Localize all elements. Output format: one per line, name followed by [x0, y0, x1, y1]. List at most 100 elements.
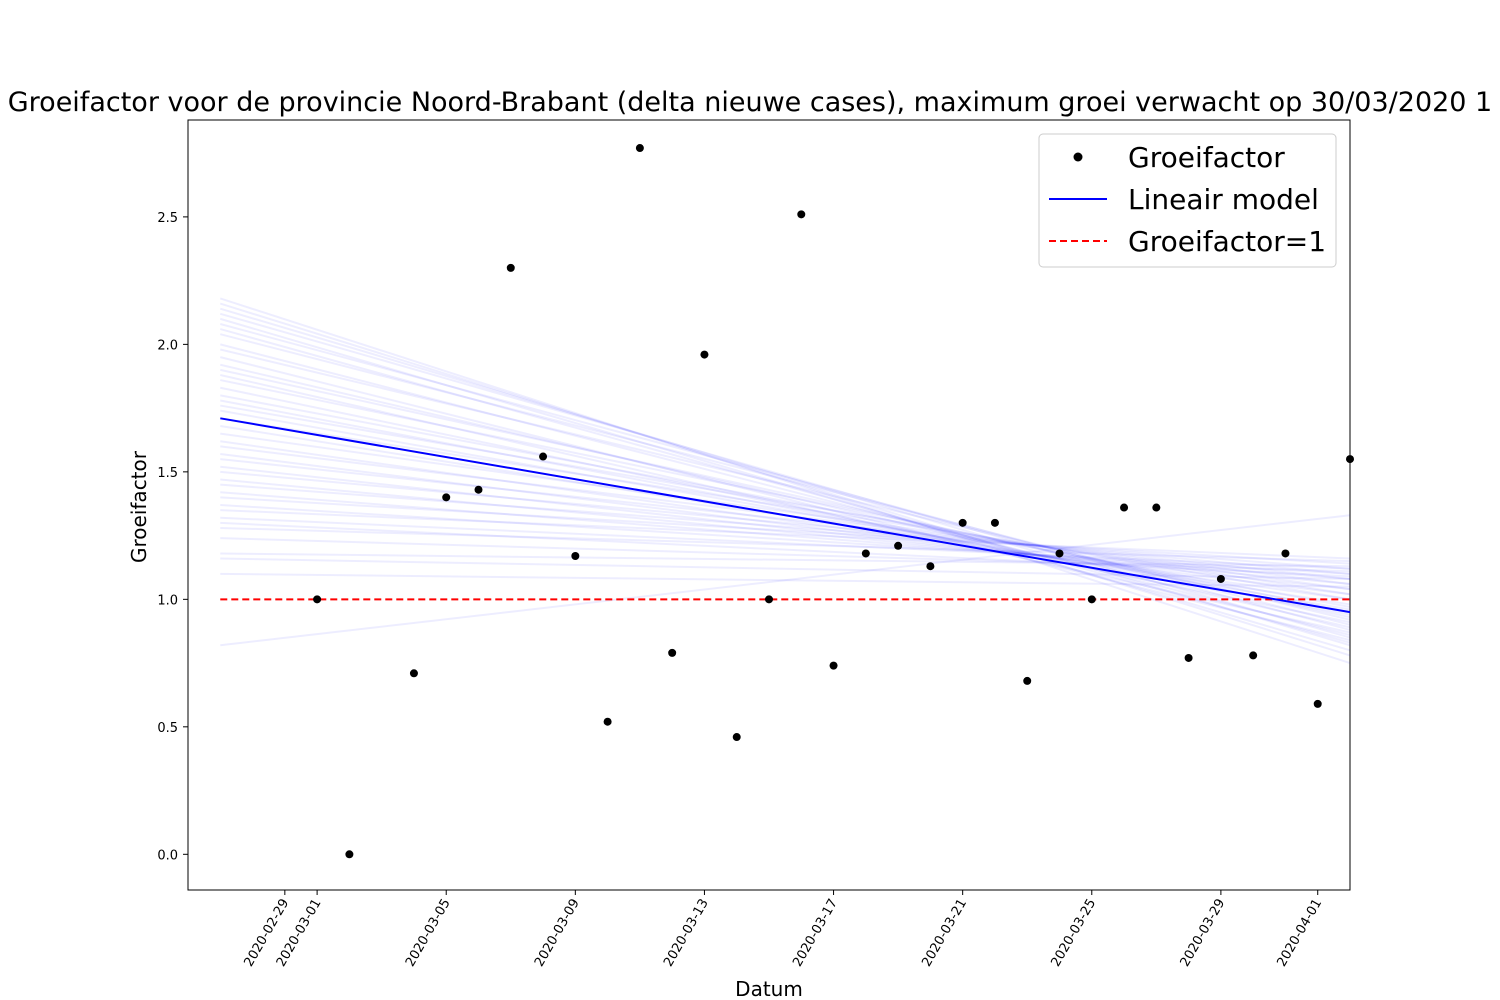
- plot-area: [187, 119, 1354, 891]
- y-tick-label-4: 2.0: [157, 338, 178, 353]
- legend-label-lineair-model: Lineair model: [1128, 183, 1319, 216]
- legend-box: [1038, 133, 1337, 268]
- bootstrap-line-40: [220, 557, 1351, 580]
- data-points: [313, 144, 1354, 859]
- bootstrap-line-10: [220, 356, 1351, 642]
- data-point-30: [1313, 699, 1322, 708]
- data-point-23: [1087, 595, 1096, 604]
- legend-label-groeifactor-1: Groeifactor=1: [1128, 225, 1326, 258]
- data-point-26: [1184, 653, 1193, 662]
- data-point-20: [990, 518, 999, 527]
- data-point-24: [1120, 503, 1129, 512]
- bootstrap-line-29: [220, 478, 1351, 586]
- bootstrap-line-7: [220, 333, 1351, 626]
- data-point-4: [474, 485, 483, 494]
- bootstrap-line-14: [220, 379, 1351, 614]
- bootstrap-line-6: [220, 328, 1351, 644]
- data-point-13: [765, 595, 773, 604]
- data-point-14: [797, 210, 806, 219]
- data-point-28: [1249, 651, 1258, 660]
- data-point-1: [345, 850, 354, 859]
- data-point-27: [1216, 574, 1225, 583]
- bootstrap-line-3: [220, 312, 1351, 639]
- bootstrap-line-12: [220, 368, 1351, 619]
- bootstrap-line-11: [220, 363, 1351, 629]
- data-point-11: [700, 350, 709, 359]
- bootstrap-line-19: [220, 409, 1351, 611]
- data-point-0: [313, 595, 322, 604]
- data-point-29: [1281, 549, 1290, 558]
- x-axis-label: Datum: [735, 977, 803, 1000]
- y-tick-label-1: 0.5: [157, 721, 178, 736]
- data-point-31: [1346, 455, 1354, 464]
- model-lines: [220, 417, 1351, 614]
- x-tick-label-2: 2020-03-05: [403, 897, 454, 970]
- bootstrap-line-37: [220, 526, 1351, 563]
- data-point-12: [732, 733, 741, 742]
- x-tick-label-4: 2020-03-13: [661, 897, 712, 970]
- data-point-2: [409, 669, 418, 678]
- data-point-10: [668, 648, 677, 657]
- chart-title: Groeifactor voor de provincie Noord-Brab…: [8, 87, 1493, 118]
- data-point-6: [539, 452, 548, 461]
- x-tick-label-3: 2020-03-09: [532, 897, 583, 970]
- bootstrap-line-0: [219, 297, 1351, 665]
- bootstrap-line-22: [220, 432, 1351, 591]
- bootstrap-line-41: [220, 572, 1351, 588]
- data-point-8: [603, 717, 612, 726]
- legend-label-groeifactor: Groeifactor: [1128, 141, 1285, 174]
- data-point-25: [1152, 503, 1161, 512]
- bootstrap-line-26: [220, 458, 1351, 580]
- bootstrap-line-31: [220, 491, 1351, 580]
- data-point-16: [861, 549, 870, 558]
- y-tick-label-3: 1.5: [157, 466, 178, 481]
- bootstrap-line-15: [220, 386, 1351, 624]
- bootstrap-line-1: [219, 302, 1351, 657]
- bootstrap-line-36: [220, 521, 1351, 578]
- bootstrap-line-30: [220, 483, 1351, 570]
- bootstrap-line-27: [220, 465, 1351, 591]
- y-tick-label-5: 2.5: [157, 211, 178, 226]
- bootstrap-line-32: [220, 496, 1351, 565]
- x-tick-label-7: 2020-03-25: [1048, 897, 1099, 970]
- bootstrap-line-23: [220, 440, 1351, 601]
- bootstrap-line-8: [220, 343, 1351, 637]
- data-point-3: [442, 493, 451, 502]
- bootstrap-line-20: [220, 417, 1351, 596]
- bootstrap-line-25: [220, 453, 1351, 596]
- data-point-17: [894, 541, 903, 550]
- bootstrap-line-39: [220, 552, 1351, 568]
- plot-frame: [187, 119, 1351, 891]
- bootstrap-line-33: [220, 504, 1351, 575]
- bootstrap-line-38: [220, 537, 1351, 573]
- bootstrap-line-9: [220, 348, 1351, 621]
- legend-marker-groeifactor: [1073, 152, 1083, 162]
- bootstrap-lines: [219, 297, 1351, 665]
- x-tick-label-5: 2020-03-17: [790, 897, 841, 970]
- bootstrap-line-28: [220, 470, 1351, 575]
- bootstrap-line-13: [220, 373, 1351, 634]
- data-point-19: [958, 518, 967, 527]
- x-tick-label-8: 2020-03-29: [1178, 897, 1229, 970]
- y-axis-label: Groeifactor: [127, 450, 151, 563]
- data-point-21: [1023, 676, 1032, 685]
- bootstrap-line-16: [220, 394, 1351, 608]
- x-tick-label-9: 2020-04-01: [1274, 897, 1325, 970]
- y-tick-label-0: 0.0: [157, 848, 178, 863]
- data-point-9: [635, 144, 644, 153]
- bootstrap-line-18: [220, 404, 1351, 601]
- bootstrap-line-2: [219, 307, 1351, 647]
- bootstrap-line-35: [220, 516, 1351, 570]
- data-point-7: [571, 551, 580, 560]
- bootstrap-line-42: [220, 514, 1351, 647]
- x-tick-label-6: 2020-03-21: [919, 897, 970, 970]
- data-point-22: [1055, 549, 1064, 558]
- data-point-5: [506, 263, 515, 272]
- y-tick-label-2: 1.0: [157, 593, 178, 608]
- legend: Groeifactor Lineair model Groeifactor=1: [1038, 133, 1337, 268]
- data-point-15: [829, 661, 838, 670]
- bootstrap-line-34: [220, 509, 1351, 560]
- y-axis: 0.0 0.5 1.0 1.5 2.0 2.5: [157, 211, 188, 863]
